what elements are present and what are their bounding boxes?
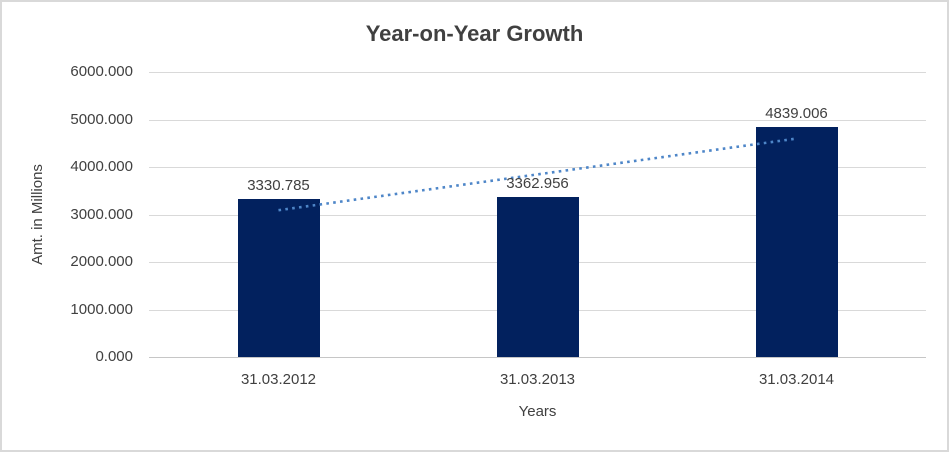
- y-tick-label: 2000.000: [70, 253, 133, 270]
- gridline: [149, 167, 926, 168]
- gridline: [149, 72, 926, 73]
- bar-31.03.2013: [496, 197, 579, 357]
- trendline-path: [278, 137, 797, 212]
- plot-area: 3330.785 3362.956 4839.006: [149, 72, 926, 358]
- bar-31.03.2014: [755, 127, 838, 357]
- data-label: 3362.956: [506, 175, 569, 193]
- data-label: 3330.785: [247, 176, 310, 194]
- x-tick-label: 31.03.2012: [240, 371, 317, 388]
- x-axis-line: [149, 357, 926, 358]
- y-tick-label: 5000.000: [70, 110, 133, 128]
- gridline: [149, 119, 926, 121]
- x-axis-title: Years: [518, 403, 557, 420]
- y-tick-label: 3000.000: [70, 205, 133, 223]
- bar-31.03.2012: [237, 198, 320, 357]
- y-tick-label: 0.000: [95, 348, 133, 365]
- chart-title: Year-on-Year Growth: [365, 21, 584, 46]
- y-tick-label: 6000.000: [70, 63, 133, 80]
- x-tick-label: 31.03.2014: [758, 371, 835, 388]
- data-label: 4839.006: [765, 105, 828, 123]
- y-tick-label: 1000.000: [70, 300, 133, 318]
- y-tick-label: 4000.000: [70, 158, 133, 175]
- trendline: [278, 137, 797, 212]
- x-tick-label: 31.03.2013: [499, 371, 576, 388]
